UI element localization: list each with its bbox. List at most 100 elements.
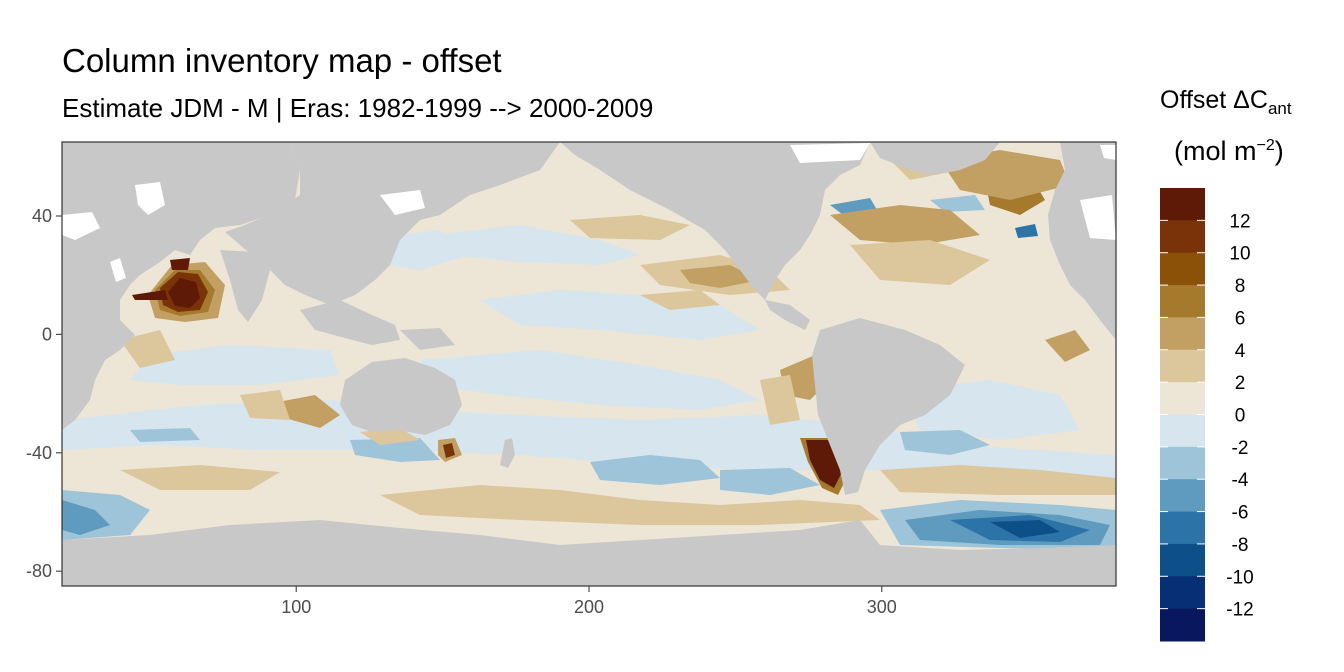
legend-break-label: 0 (1235, 406, 1246, 427)
north-pacific-brown (570, 215, 690, 240)
x-axis: 100 200 300 (281, 586, 897, 617)
weddell-darkest (990, 520, 1060, 538)
legend-break-label: 6 (1235, 308, 1246, 329)
y-axis: 40 0 -40 -80 (26, 206, 62, 581)
bass-strait-dark (443, 443, 455, 458)
legend-bin (1160, 382, 1205, 415)
asia-land (225, 142, 560, 305)
legend-break-label: 4 (1235, 341, 1246, 362)
north-america-land (560, 142, 870, 300)
indian-sector-blue (350, 438, 440, 462)
legend-bin (1160, 543, 1205, 577)
legend-bin (1160, 511, 1205, 545)
australia-land (340, 358, 462, 435)
arctic-gap-1 (62, 212, 100, 240)
labrador-blue (1015, 224, 1038, 238)
legend-break-label: -2 (1232, 438, 1249, 459)
legend-bin (1160, 188, 1205, 221)
legend-break-label: -10 (1226, 567, 1253, 588)
arctic-gap-3 (380, 190, 425, 215)
legend-break-label: 10 (1229, 244, 1250, 265)
legend-title-sub: ant (1267, 99, 1292, 118)
legend-break-label: -6 (1232, 503, 1249, 524)
southern-brown-band-3 (880, 465, 1116, 495)
y-tick-label: -40 (26, 443, 52, 463)
west-tasman-blue (130, 428, 200, 442)
arabian-sea-brown-darkest (168, 278, 200, 308)
atlantic-sector-blue (900, 430, 990, 455)
y-tick-label: -80 (26, 561, 52, 581)
legend-bin (1160, 608, 1205, 642)
legend-bin (1160, 414, 1205, 448)
legend-bin (1160, 285, 1205, 318)
legend-unit-sup: −2 (1256, 137, 1275, 154)
legend-bin (1160, 576, 1205, 610)
north-atlantic-brown (830, 205, 980, 245)
legend-bin (1160, 349, 1205, 383)
arctic-gap-4 (790, 143, 870, 163)
legend-title: Offset ΔCant (1160, 86, 1292, 119)
land-masses (62, 142, 1116, 586)
y-tick-label: 0 (42, 324, 52, 344)
legend-unit: (mol m−2) (1174, 136, 1284, 167)
legend-break-label: -4 (1232, 470, 1249, 491)
positive-offset-regions (120, 145, 1116, 525)
arctic-gap-6 (1100, 145, 1116, 160)
legend-break-label: 12 (1229, 211, 1250, 232)
legend-break-label: -8 (1232, 535, 1249, 556)
india-land (220, 250, 270, 322)
red-sea-brown (170, 258, 190, 270)
legend-bin (1160, 220, 1205, 254)
arctic-gap-5 (1080, 195, 1116, 240)
legend-unit-main: (mol m (1174, 136, 1257, 166)
legend-bin (1160, 446, 1205, 480)
north-atlantic-brown-2 (850, 240, 990, 285)
persian-gulf-brown (132, 290, 168, 300)
red-sea-gap (110, 258, 126, 282)
south-america-land (812, 318, 965, 495)
new-zealand-land (500, 438, 515, 468)
west-southern-dark (62, 500, 110, 535)
missing-data-cells (62, 143, 1116, 282)
africa-land (62, 142, 300, 430)
equatorial-pacific-brown (640, 290, 720, 310)
chart-title: Column inventory map - offset (62, 42, 502, 79)
legend-title-main: Offset ΔC (1160, 86, 1268, 114)
europe-africa-east-land (1048, 142, 1116, 340)
indian-ocean-brown (120, 330, 175, 368)
southern-brown-band (380, 485, 880, 525)
legend-bin (1160, 479, 1205, 513)
x-tick-label: 100 (281, 597, 311, 617)
south-pacific-mid-blue (590, 455, 720, 485)
greenland-land (870, 142, 1000, 175)
x-tick-label: 200 (574, 597, 604, 617)
west-australia-brown (278, 395, 340, 428)
legend-break-label: 2 (1235, 373, 1246, 394)
legend-unit-close: ) (1274, 136, 1284, 166)
arctic-gap-2 (135, 182, 165, 215)
pacific-sector-blue (720, 468, 820, 495)
chart-subtitle: Estimate JDM - M | Eras: 1982-1999 --> 2… (62, 93, 654, 123)
equatorial-indian-blue (130, 345, 340, 385)
legend-break-label: 8 (1235, 276, 1246, 297)
new-guinea-land (400, 328, 455, 350)
brazil-brown (1045, 330, 1090, 362)
west-australia-brown-outer (240, 390, 290, 420)
tasman-brown (360, 428, 420, 445)
southern-brown-band-2 (120, 465, 280, 490)
legend-bin (1160, 252, 1205, 286)
legend-break-label: -12 (1226, 600, 1253, 621)
maritime-continent-land (300, 300, 400, 345)
legend-colorbar (1160, 188, 1205, 642)
map-panel (62, 142, 1116, 586)
central-pacific-brown-2 (680, 265, 760, 288)
pacific-blue-patch (420, 350, 760, 410)
x-tick-label: 300 (867, 597, 897, 617)
peru-brown (760, 375, 800, 425)
legend-labels: 12 10 8 6 4 2 0 -2 -4 -6 -8 -10 -12 (1160, 211, 1254, 621)
antarctica-land (62, 520, 1116, 586)
central-america-land (765, 300, 810, 330)
legend-bin (1160, 317, 1205, 351)
north-atlantic-blue-2 (930, 195, 985, 212)
